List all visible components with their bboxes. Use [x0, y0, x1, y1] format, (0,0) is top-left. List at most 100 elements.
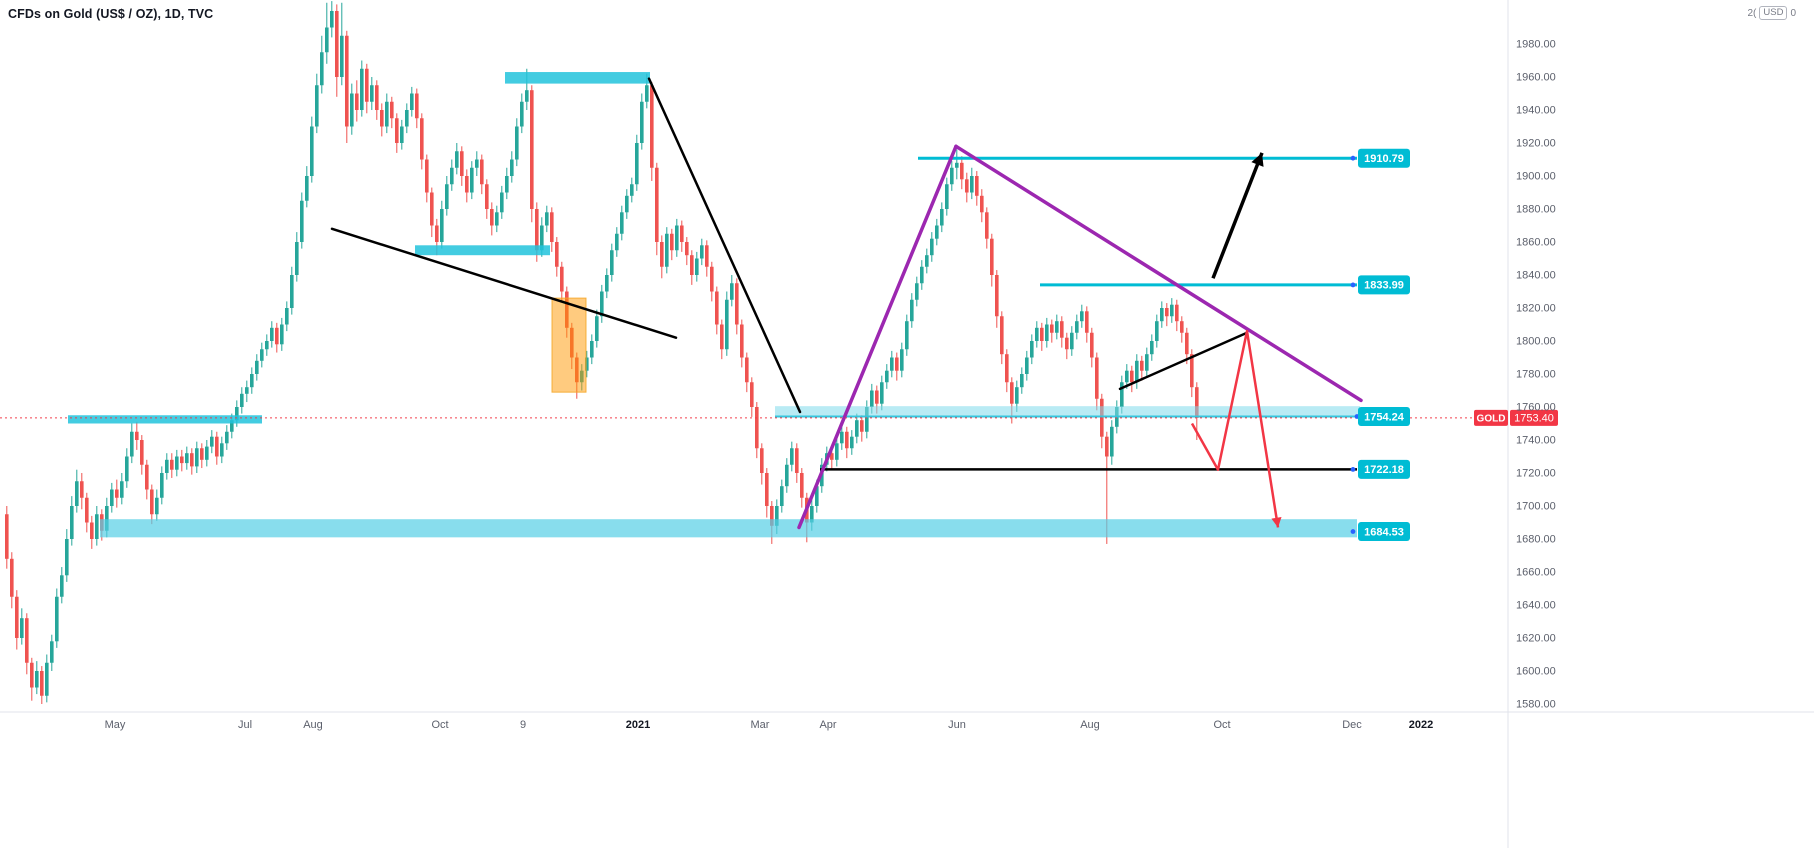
candle-body: [195, 448, 199, 467]
price-scale-label: 1580.00: [1516, 699, 1556, 711]
price-axis-scale[interactable]: [1508, 0, 1814, 712]
candle-down: [1040, 322, 1044, 351]
time-axis-scale[interactable]: [0, 712, 1814, 848]
candle-body: [1160, 308, 1164, 322]
badge-bg: [1358, 275, 1410, 295]
line-anchor-dot[interactable]: [1350, 467, 1356, 472]
descending-trendline-2020[interactable]: [330, 227, 678, 339]
candle-down: [5, 506, 9, 569]
candle-up: [1055, 314, 1059, 340]
line-anchor-dot[interactable]: [1350, 155, 1356, 161]
candle-up: [505, 167, 509, 200]
candle-up: [695, 251, 699, 282]
price-level-badge[interactable]: 1684.53: [1358, 522, 1410, 542]
candle-up: [45, 654, 49, 703]
candles-layer: [5, 1, 1199, 704]
price-scale-label: 1600.00: [1516, 666, 1556, 678]
candle-up: [225, 425, 229, 450]
candle-body: [265, 341, 269, 350]
price-level-badge[interactable]: 1910.79: [1358, 148, 1410, 168]
candle-up: [500, 185, 504, 219]
supply-zone-1855[interactable]: [415, 245, 550, 256]
candle-body: [1120, 382, 1124, 407]
badge-label: 1833.99: [1364, 280, 1404, 292]
candle-up: [35, 661, 39, 695]
candle-body: [1170, 304, 1174, 317]
minor-ascending-trendline[interactable]: [1118, 331, 1249, 391]
candle-body: [845, 431, 849, 449]
candle-up: [65, 529, 69, 582]
line-anchor-dot[interactable]: [1350, 529, 1356, 534]
candle-up: [295, 232, 299, 282]
candle-up: [1170, 298, 1174, 323]
breakdown-trendline[interactable]: [647, 77, 802, 414]
candle-body: [830, 453, 834, 460]
candle-body: [665, 233, 669, 267]
candle-down: [975, 171, 979, 206]
candle-body: [800, 473, 804, 498]
candle-up: [630, 177, 634, 203]
time-scale-label: Jun: [948, 719, 966, 731]
candle-down: [965, 172, 969, 203]
candle-up: [850, 430, 854, 455]
candle-down: [380, 103, 384, 137]
candle-body: [45, 662, 49, 696]
candle-body: [5, 514, 9, 559]
candle-body: [315, 85, 319, 127]
candle-body: [485, 184, 489, 209]
candle-body: [1040, 327, 1044, 341]
purple-uptrend-line[interactable]: [797, 144, 958, 530]
candle-body: [680, 225, 684, 242]
candle-body: [910, 299, 914, 322]
candle-body: [960, 162, 964, 180]
candle-up: [950, 161, 954, 191]
supply-zone-1960[interactable]: [505, 72, 650, 84]
candle-body: [1165, 308, 1169, 317]
candle-up: [1020, 367, 1024, 394]
candle-body: [1110, 426, 1114, 457]
candle-body: [970, 176, 974, 193]
price-level-badge[interactable]: 1754.24: [1358, 407, 1410, 427]
candle-up: [155, 489, 159, 521]
candle-down: [395, 113, 399, 153]
purple-downtrend-line[interactable]: [954, 144, 1363, 403]
projection-up-arrow[interactable]: [1211, 152, 1264, 279]
candle-up: [1160, 301, 1164, 328]
candle-up: [890, 350, 894, 378]
support-zone-1754[interactable]: [775, 406, 1360, 417]
candle-body: [660, 242, 664, 267]
candle-body: [85, 497, 89, 523]
candle-up: [495, 205, 499, 233]
candle-down: [80, 473, 84, 510]
currency-chip[interactable]: USD: [1759, 6, 1788, 20]
demand-zone-1684[interactable]: [100, 519, 1357, 538]
candle-up: [935, 218, 939, 246]
candle-body: [20, 618, 24, 638]
line-anchor-dot[interactable]: [1350, 282, 1356, 288]
price-level-badge[interactable]: 1722.18: [1358, 459, 1410, 479]
projection-zigzag-arrow[interactable]: [1190, 329, 1280, 528]
candle-down: [1085, 306, 1089, 343]
candle-body: [880, 382, 884, 404]
candle-body: [325, 27, 329, 53]
candle-body: [1070, 332, 1074, 350]
candle-up: [250, 367, 254, 394]
support-zone-1750-left[interactable]: [68, 415, 262, 424]
price-level-badge[interactable]: 1833.99: [1358, 275, 1410, 295]
candle-body: [510, 159, 514, 176]
price-scale-label: 1900.00: [1516, 171, 1556, 183]
orange-highlight-box[interactable]: [551, 297, 587, 393]
candle-up: [245, 380, 249, 403]
candle-up: [1145, 347, 1149, 378]
candle-down: [765, 468, 769, 518]
candle-body: [10, 558, 14, 597]
candle-up: [1080, 304, 1084, 328]
price-scale-label: 1880.00: [1516, 204, 1556, 216]
candle-body: [165, 459, 169, 473]
candle-down: [1180, 316, 1184, 343]
candle-body: [520, 101, 524, 127]
candle-up: [175, 449, 179, 477]
candle-up: [405, 103, 409, 134]
